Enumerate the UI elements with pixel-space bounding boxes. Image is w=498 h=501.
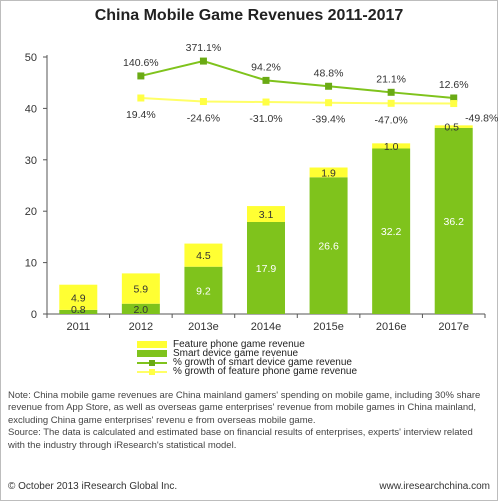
data-label-feature: 3.1: [259, 209, 274, 221]
marker-smart-growth: [387, 88, 395, 96]
legend-label-feature-growth: % growth of feature phone game revenue: [173, 366, 358, 377]
marker-feature-growth: [137, 94, 145, 102]
marker-feature-growth: [450, 100, 458, 108]
marker-feature-growth: [325, 99, 333, 107]
data-label-smart: 32.2: [381, 226, 402, 238]
legend-item-smart: Smart device game revenue: [137, 348, 357, 359]
bar-feature: [372, 143, 411, 149]
marker-smart-growth: [450, 94, 458, 102]
x-tick-label: 2013e: [188, 321, 219, 333]
growth-label-smart: 48.8%: [314, 67, 344, 79]
chart-svg: 0 10 20 30 40 50 2011 2012 2013e 2014e 2015e 2016e 2…: [25, 42, 498, 333]
legend-item-feature-growth: % growth of feature phone game revenue: [137, 366, 358, 377]
bar-feature: [121, 273, 160, 304]
legend-swatch-feature-growth: [137, 368, 167, 375]
marker-feature-growth: [262, 98, 270, 106]
data-label-feature: 5.9: [134, 284, 149, 296]
data-label-smart: 17.9: [256, 263, 277, 275]
legend: Feature phone game revenue Smart device …: [137, 339, 358, 377]
legend-swatch-smart: [137, 350, 167, 357]
bar-feature: [247, 206, 285, 222]
bar-feature: [309, 167, 348, 178]
data-label-smart: 2.0: [134, 304, 149, 316]
growth-label-feature: -39.4%: [312, 114, 345, 126]
bar-feature: [434, 125, 473, 128]
bar-feature: [184, 243, 223, 267]
footer-url: www.iresearchchina.com: [379, 481, 490, 492]
growth-label-smart: 21.1%: [376, 73, 406, 85]
marker-smart-growth: [137, 72, 145, 80]
source-text: Source: The data is calculated and estim…: [8, 427, 473, 451]
data-label-feature: 4.5: [196, 250, 211, 262]
bar-smart: [434, 127, 473, 314]
growth-label-smart: 94.2%: [251, 61, 281, 73]
growth-label-smart: 140.6%: [123, 57, 159, 69]
data-label-feature: 0.5: [444, 122, 459, 134]
marker-feature-growth: [387, 99, 395, 107]
data-label-smart: 9.2: [196, 285, 211, 297]
chart-title: China Mobile Game Revenues 2011-2017: [94, 7, 404, 24]
growth-label-feature: -31.0%: [249, 113, 282, 125]
y-tick-label: 10: [25, 258, 37, 270]
growth-label-feature: -49.8%: [465, 113, 498, 125]
x-tick-label: 2015e: [313, 321, 344, 333]
legend-label-smart: Smart device game revenue: [173, 348, 299, 359]
data-label-feature: 1.9: [321, 167, 336, 179]
x-tick-label: 2011: [66, 321, 90, 333]
bar-smart: [59, 309, 98, 314]
legend-item-smart-growth: % growth of smart device game revenue: [137, 357, 357, 368]
note-text: Note: China mobile game revenues are Chi…: [8, 390, 481, 426]
growth-label-smart: 12.6%: [439, 79, 469, 91]
legend-label-smart-growth: % growth of smart device game revenue: [173, 357, 352, 368]
y-tick-label: 30: [25, 155, 37, 167]
marker-smart-growth: [262, 76, 270, 84]
legend-label-feature: Feature phone game revenue: [173, 339, 305, 350]
line-feature-growth: [140, 97, 454, 105]
data-label-smart: 0.8: [71, 304, 86, 316]
x-tick-label: 2017e: [438, 321, 469, 333]
bar-smart: [121, 303, 160, 314]
y-tick-label: 20: [25, 206, 37, 218]
bar-smart: [184, 266, 223, 314]
x-tick-label: 2012: [129, 321, 153, 333]
x-tick-label: 2014e: [251, 321, 282, 333]
growth-label-feature: -24.6%: [187, 113, 220, 125]
y-tick-label: 40: [25, 103, 37, 115]
legend-swatch-smart-growth: [137, 359, 167, 366]
legend-item-feature: Feature phone game revenue: [137, 339, 357, 350]
chart-note: Note: China mobile game revenues are Chi…: [8, 390, 490, 452]
x-tick-label: 2016e: [376, 321, 407, 333]
y-tick-label: 0: [31, 309, 37, 321]
marker-smart-growth: [199, 57, 207, 65]
bar-smart: [309, 177, 348, 314]
marker-smart-growth: [325, 82, 333, 90]
y-tick-label: 50: [25, 52, 37, 64]
data-label-smart: 36.2: [443, 216, 464, 228]
line-smart-growth: [140, 60, 454, 99]
growth-label-feature: -47.0%: [375, 114, 408, 126]
growth-label-smart: 371.1%: [186, 42, 222, 54]
bar-feature: [59, 284, 98, 310]
bar-smart: [247, 221, 285, 314]
bar-smart: [372, 148, 411, 314]
data-label-feature: 4.9: [71, 292, 86, 304]
growth-label-feature: 19.4%: [126, 109, 156, 121]
data-label-smart: 26.6: [318, 241, 339, 253]
data-label-feature: 1.0: [384, 141, 399, 153]
copyright-text: © October 2013 iResearch Global Inc.: [8, 481, 178, 492]
marker-feature-growth: [199, 98, 207, 106]
legend-swatch-feature: [137, 341, 167, 348]
